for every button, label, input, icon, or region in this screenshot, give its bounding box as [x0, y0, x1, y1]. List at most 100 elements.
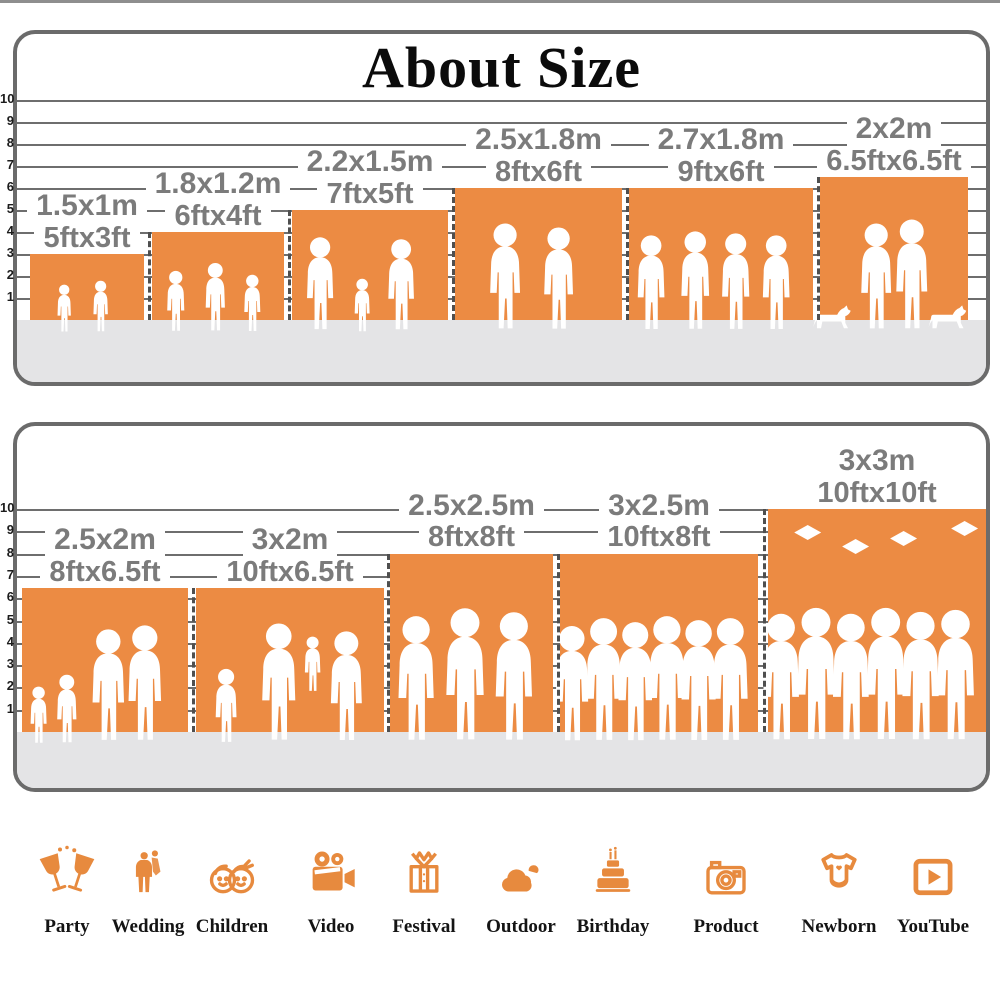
- person-silhouette: [30, 686, 47, 743]
- person-silhouette: [763, 613, 799, 740]
- category-label: Children: [195, 916, 269, 937]
- bar-gap-dashed-line: [451, 188, 455, 320]
- person-silhouette: [205, 262, 225, 331]
- category-item-children: Children: [177, 840, 287, 938]
- category-label: Wedding: [111, 916, 185, 937]
- grid-line: [17, 100, 986, 102]
- size-bar: [812, 177, 968, 329]
- children-icon: [201, 840, 263, 904]
- size-label-feet: 10ftx6.5ft: [217, 556, 363, 589]
- size-label: 2x2m 6.5ftx6.5ft: [734, 112, 986, 177]
- size-bar: [455, 188, 622, 329]
- size-label: 1.5x1m 5ftx3ft: [17, 189, 247, 254]
- person-silhouette: [304, 636, 321, 692]
- size-label: 2.5x2m 8ftx6.5ft: [17, 524, 265, 589]
- size-label-feet: 8ftx6.5ft: [40, 556, 170, 589]
- bar-gap-dashed-line: [625, 188, 629, 320]
- category-item-party: Party: [12, 840, 122, 938]
- person-silhouette: [215, 668, 237, 743]
- person-silhouette: [681, 619, 716, 740]
- bar-gap-dashed-line: [816, 177, 820, 320]
- dog-silhouette: [928, 305, 967, 329]
- size-bar: [763, 509, 986, 740]
- person-silhouette: [762, 235, 790, 329]
- size-label-meters: 3x2m: [242, 524, 338, 557]
- person-silhouette: [544, 227, 573, 329]
- person-silhouette: [861, 223, 892, 329]
- party-icon: [36, 840, 98, 904]
- person-silhouette: [398, 615, 434, 740]
- bar-gap-dashed-line: [192, 588, 195, 732]
- person-silhouette: [637, 235, 665, 329]
- product-icon: [697, 840, 755, 904]
- person-silhouette: [92, 629, 125, 741]
- size-label-meters: 2x2m: [846, 112, 942, 146]
- size-label-feet: 9ftx6ft: [668, 156, 774, 188]
- bar-gap-dashed-line: [288, 210, 291, 320]
- person-silhouette: [681, 231, 710, 329]
- category-label: Video: [307, 916, 355, 937]
- axis-tick-label: 3: [6, 656, 14, 672]
- category-item-video: Video: [276, 840, 386, 938]
- size-label-meters: 2.7x1.8m: [648, 123, 794, 157]
- category-item-product: Product: [671, 840, 781, 938]
- size-label: 2.5x2.5m 8ftx8ft: [312, 489, 632, 554]
- size-label: 3x2m 10ftx6.5ft: [130, 524, 450, 589]
- size-label: 2.7x1.8m 9ftx6ft: [561, 123, 881, 188]
- silhouette-group: [215, 623, 362, 743]
- silhouette-group: [30, 625, 162, 743]
- floor-strip: [17, 732, 986, 788]
- person-silhouette: [446, 607, 484, 739]
- size-label-feet: 8ftx6ft: [485, 156, 591, 188]
- size-label-meters: 1.5x1m: [27, 189, 147, 223]
- silhouette-group: [637, 231, 790, 329]
- axis-tick-label: 2: [6, 678, 14, 694]
- person-silhouette: [57, 284, 71, 332]
- bar-gap-dashed-line: [763, 509, 766, 732]
- person-silhouette: [722, 233, 750, 329]
- size-label-meters: 2.5x2.5m: [399, 489, 544, 523]
- person-silhouette: [712, 617, 748, 740]
- person-silhouette: [937, 609, 974, 740]
- newborn-icon: [809, 840, 869, 904]
- person-silhouette: [128, 625, 162, 740]
- category-label: Outdoor: [486, 916, 556, 937]
- outdoor-icon: [490, 840, 552, 904]
- size-label-meters: 2.5x1.8m: [466, 123, 611, 157]
- person-silhouette: [167, 270, 185, 331]
- person-silhouette: [832, 613, 869, 740]
- size-bar: [152, 232, 284, 331]
- person-silhouette: [902, 611, 939, 740]
- silhouette-group: [812, 219, 967, 329]
- category-label: Birthday: [576, 916, 650, 937]
- person-silhouette: [896, 219, 928, 329]
- bar-gap-dashed-line: [387, 553, 390, 732]
- size-label: 2.5x1.8m 8ftx6ft: [379, 123, 699, 188]
- category-item-festival: Festival: [369, 840, 479, 938]
- person-silhouette: [586, 617, 621, 740]
- axis-tick-label: 10: [0, 91, 15, 106]
- person-silhouette: [495, 611, 532, 740]
- size-label-feet: 6.5ftx6.5ft: [817, 145, 971, 177]
- person-silhouette: [262, 623, 296, 740]
- size-bar: [555, 553, 758, 740]
- youtube-icon: [906, 840, 960, 904]
- axis-tick-label: 4: [6, 633, 14, 649]
- video-icon: [302, 840, 360, 904]
- category-label: Newborn: [801, 916, 877, 937]
- axis-tick-label: 8: [6, 135, 14, 150]
- page-title: About Size: [361, 35, 642, 100]
- category-item-youtube: YouTube: [878, 840, 988, 938]
- axis-tick-label: 4: [6, 223, 14, 238]
- axis-tick-label: 7: [6, 157, 14, 172]
- person-silhouette: [388, 239, 414, 330]
- category-label: Party: [44, 916, 90, 937]
- graduation-cap-silhouette: [842, 539, 870, 554]
- size-label-meters: 3x2.5m: [599, 489, 719, 523]
- bar-gap-dashed-line: [556, 553, 560, 732]
- festival-icon: [397, 840, 451, 904]
- size-chart-panel-bottom: 2.5x2m 8ftx6.5ft 3x2m 10ftx6.5ft 2.5x2.5m 8ft…: [13, 422, 990, 792]
- person-silhouette: [797, 607, 835, 739]
- size-bar: [30, 254, 144, 332]
- axis-tick-label: 5: [6, 611, 14, 627]
